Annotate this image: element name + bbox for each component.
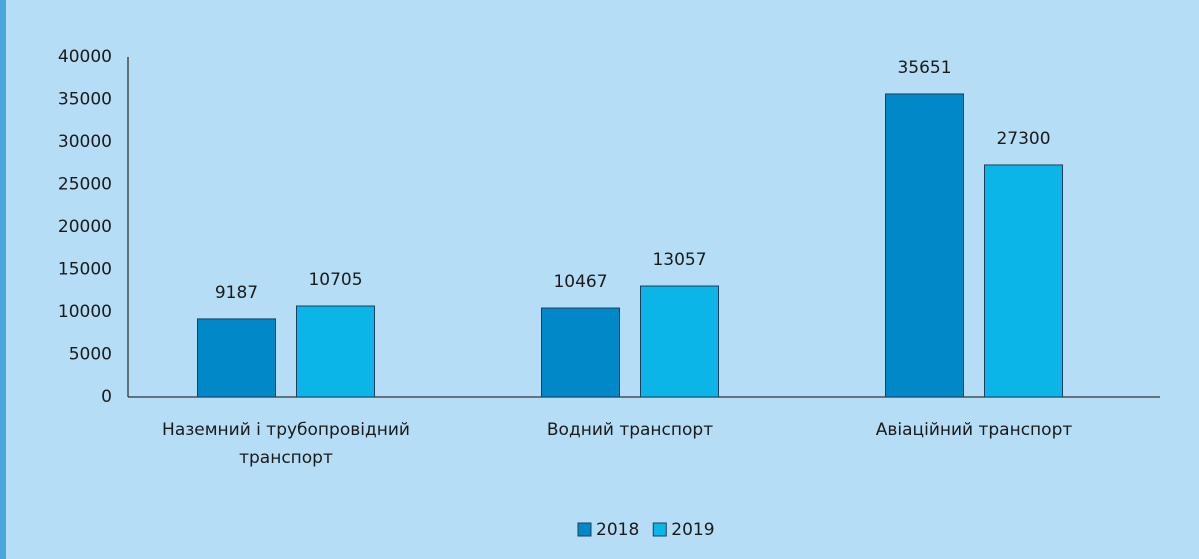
y-tick-label: 15000: [58, 260, 112, 280]
data-label: 10467: [553, 272, 607, 292]
bar: [640, 285, 719, 398]
legend-swatch: [577, 522, 592, 537]
y-tick-label: 10000: [58, 302, 112, 322]
x-tick-label: Наземний і трубопровідний транспорт: [162, 420, 410, 468]
bar: [296, 305, 375, 398]
y-tick-label: 0: [101, 387, 112, 407]
legend-label: 2019: [671, 520, 714, 540]
data-label: 13057: [652, 250, 706, 270]
x-tick-label: Водний транспорт: [546, 420, 714, 440]
y-tick-label: 40000: [58, 47, 112, 67]
legend-swatch: [652, 522, 667, 537]
y-tick-label: 25000: [58, 175, 112, 195]
y-tick-label: 5000: [69, 345, 112, 365]
data-label: 10705: [308, 270, 362, 290]
y-tick-label: 30000: [58, 132, 112, 152]
y-tick-label: 20000: [58, 217, 112, 237]
bar: [885, 93, 964, 398]
data-label: 9187: [215, 283, 258, 303]
bar: [984, 164, 1063, 398]
legend-label: 2018: [596, 520, 639, 540]
data-label: 27300: [996, 129, 1050, 149]
left-border: [0, 0, 6, 559]
x-tick-label: Авіаційний транспорт: [875, 420, 1073, 440]
data-label: 35651: [897, 58, 951, 78]
bar: [197, 318, 276, 398]
y-tick-label: 35000: [58, 90, 112, 110]
bar: [541, 307, 620, 398]
